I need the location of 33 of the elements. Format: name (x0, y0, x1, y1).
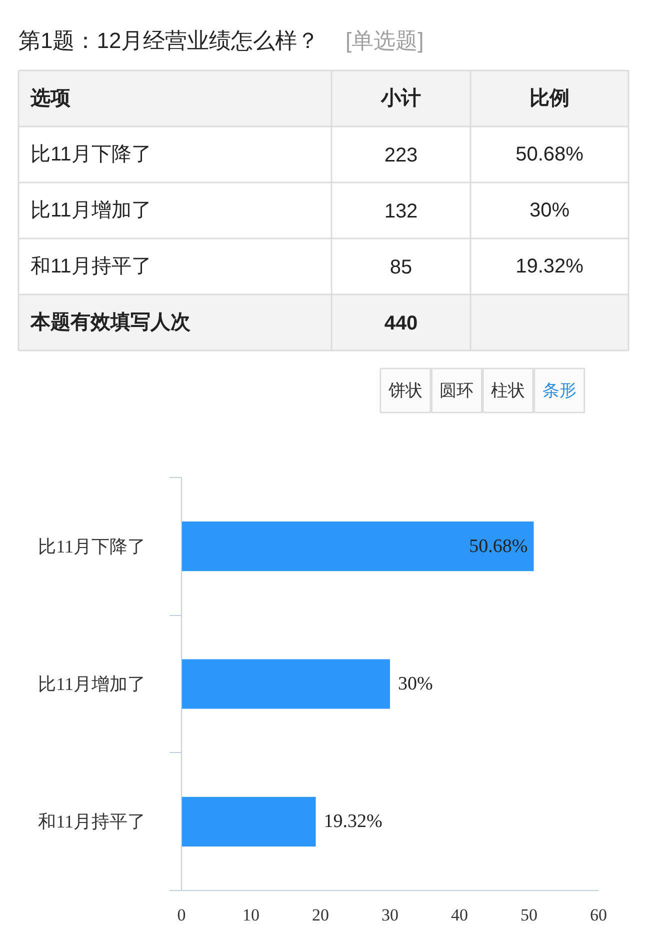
text: 选项 (30, 88, 70, 110)
text: 条形 (542, 381, 576, 400)
text: 本题有效填写人次 (30, 312, 192, 334)
bar (182, 659, 390, 709)
text: 小计 (380, 88, 421, 110)
text: 85 (390, 256, 412, 278)
data-label: 30% (398, 674, 433, 694)
x-tick-label: 30 (382, 906, 398, 924)
y-tick-label: 和11月持平了 (38, 812, 146, 832)
text: 50.68% (516, 144, 584, 166)
x-tick-label: 50 (520, 906, 538, 924)
text: 圆环 (440, 381, 474, 400)
text: 19.32% (516, 256, 584, 278)
y-tick-label: 比11月下降了 (38, 536, 146, 556)
data-label: 19.32% (324, 811, 383, 832)
text: 440 (384, 312, 418, 334)
data-label: 50.68% (469, 536, 528, 557)
text: 比例 (530, 88, 570, 110)
text: 柱状 (491, 381, 526, 400)
text: 饼状 (387, 381, 422, 400)
y-tick-label: 比11月增加了 (38, 674, 146, 694)
x-tick-label: 0 (177, 906, 186, 924)
text: 132 (384, 200, 418, 222)
x-tick-label: 10 (242, 906, 260, 924)
x-tick-label: 40 (451, 906, 468, 924)
text: [单选题] (345, 28, 424, 53)
x-tick-label: 20 (312, 906, 329, 924)
text: 30% (529, 200, 570, 222)
text: 223 (384, 144, 418, 166)
bar (182, 522, 534, 572)
bar (182, 796, 316, 846)
x-tick-label: 60 (590, 906, 607, 924)
text: 第1题：12月经营业绩怎么样？ (18, 28, 320, 53)
